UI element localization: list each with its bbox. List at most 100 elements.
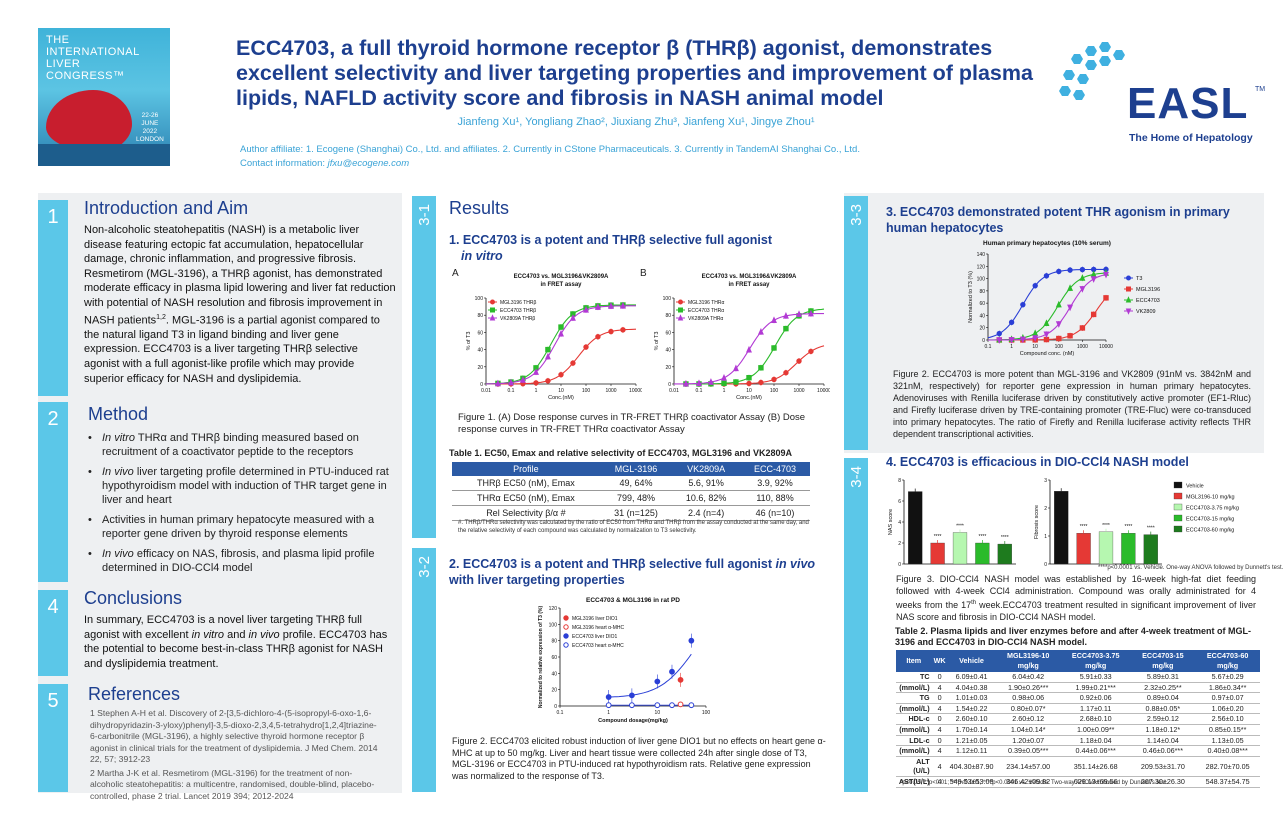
- result-2-title: 2. ECC4703 is a potent and THRβ selectiv…: [449, 556, 829, 588]
- data-point: [1020, 301, 1026, 308]
- y-tick-label: 40: [665, 348, 671, 354]
- chart-title: Human primary hepatocytes (10% serum): [983, 240, 1111, 247]
- series-mgl3196: [988, 294, 1109, 343]
- chart-title: ECC4703 vs. MGL3196&VK2809A: [702, 274, 797, 280]
- table-cell: THRα EC50 (nM), Emax: [452, 490, 600, 506]
- chart-title: ECC4703 vs. MGL3196&VK2809A: [514, 274, 609, 280]
- method-list: In vitro THRα and THRβ binding measured …: [84, 431, 394, 575]
- data-point: [746, 380, 752, 387]
- skyline-illustration: [38, 144, 170, 166]
- easl-tagline: The Home of Hepatology: [1129, 132, 1253, 144]
- hex-icon: [1073, 90, 1085, 100]
- intro-text-a: Non-alcoholic steatohepatitis (NASH) is …: [84, 224, 396, 327]
- rat-pd-chart: ECC4703 & MGL3196 in rat PD 0 20 40 60 80 100 1…: [538, 597, 710, 724]
- section-tab-3-3: 3-3: [844, 196, 868, 450]
- legend-label: ECC4703-3.75 mg/kg: [1186, 506, 1239, 512]
- table-cell: 110, 88%: [740, 490, 810, 506]
- table-cell: 1.18±0.04: [1060, 735, 1131, 747]
- y-tick-label: 20: [979, 326, 985, 332]
- data-point: [605, 694, 612, 700]
- bar: [1143, 534, 1158, 565]
- table-header-cell: WK: [931, 650, 948, 672]
- result-2-title-em: in vivo: [775, 557, 816, 571]
- tab-label: 3-1: [415, 204, 433, 226]
- data-point: [558, 329, 564, 337]
- x-tick-label: 10000: [1099, 344, 1113, 350]
- table-cell: 0.85±0.15**: [1195, 724, 1260, 736]
- table-2-header-row: Item WK Vehicle MGL3196-10 mg/kg ECC4703-3.7…: [896, 650, 1260, 672]
- data-point: [1032, 335, 1039, 342]
- easl-tm: TM: [1255, 86, 1266, 93]
- y-tick-label: 0: [480, 382, 483, 388]
- data-point: [595, 333, 601, 340]
- table-cell: 0.89±0.04: [1130, 692, 1196, 704]
- chart-title: ECC4703 & MGL3196 in rat PD: [586, 597, 680, 604]
- dose-response-chart-thrb: ECC4703 vs. MGL3196&VK2809A in FRET assay…: [466, 274, 642, 401]
- table-header-cell: ECC4703-3.75 mg/kg: [1060, 650, 1131, 672]
- y-tick-label: 8: [898, 478, 901, 484]
- table-cell: 46 (n=10): [740, 505, 810, 521]
- legend-label: MGL3196 heart α-MHC: [572, 625, 624, 631]
- data-point: [758, 379, 764, 386]
- method-item-em: In vitro: [102, 432, 136, 444]
- table-2-title: Table 2. Plasma lipids and liver enzymes…: [895, 626, 1251, 647]
- table-cell: 1.00±0.09**: [1060, 724, 1131, 736]
- table-cell: 1.17±0.11: [1060, 703, 1131, 715]
- result-2-title-tail: with liver targeting properties: [449, 573, 625, 587]
- figure-2-caption: Figure 2. ECC4703 elicited robust induct…: [452, 736, 826, 781]
- reference-1: 1 Stephen A-H et al. Discovery of 2-[3,5…: [90, 708, 378, 764]
- legend-label: MGL3196 THRβ: [500, 300, 537, 306]
- bar: [1076, 533, 1091, 565]
- method-item: Activities in human primary hepatocyte m…: [84, 513, 394, 541]
- table-cell: THRβ EC50 (nM), Emax: [452, 476, 600, 491]
- y-tick-label: 40: [477, 348, 483, 354]
- liver-illustration: [46, 90, 132, 152]
- significance-label: ****: [1080, 524, 1088, 530]
- x-tick-label: 1000: [793, 388, 804, 394]
- data-point: [490, 299, 495, 305]
- data-point: [1032, 329, 1039, 337]
- intro-text: Non-alcoholic steatohepatitis (NASH) is …: [84, 223, 396, 386]
- data-point: [796, 310, 802, 317]
- y-tick-label: 20: [551, 688, 557, 694]
- data-point: [605, 702, 612, 709]
- data-point: [1055, 300, 1062, 308]
- data-point: [569, 314, 576, 321]
- data-point: [746, 345, 752, 353]
- ilc-line2: INTERNATIONAL: [46, 46, 140, 58]
- data-point: [677, 701, 684, 708]
- x-tick-label: 0.1: [985, 344, 992, 350]
- method-item: In vivo efficacy on NAS, fibrosis, and p…: [84, 547, 394, 575]
- table-header-cell: Item: [896, 650, 932, 672]
- data-point: [619, 301, 626, 309]
- ilc-month: JUNE: [141, 120, 159, 127]
- x-tick-label: 0.01: [481, 388, 491, 394]
- x-axis-label: Conc.(nM): [548, 395, 574, 401]
- table-cell: 549.53±53.08: [947, 776, 996, 788]
- y-tick-label: 80: [477, 313, 483, 319]
- data-point: [733, 379, 739, 385]
- table-cell: (mmol/L): [896, 682, 932, 694]
- table-header-cell: ECC4703-15 mg/kg: [1130, 650, 1196, 672]
- method-section: Method In vitro THRα and THRβ binding me…: [84, 404, 394, 581]
- table-cell: 0: [931, 735, 948, 747]
- table-cell: 5.6, 91%: [672, 476, 741, 491]
- y-tick-label: 100: [549, 622, 558, 628]
- bar: [975, 542, 990, 565]
- data-point: [1008, 337, 1015, 344]
- data-point: [489, 314, 496, 321]
- table-cell: 0: [931, 713, 948, 725]
- y-tick-label: 0: [898, 562, 901, 568]
- legend-label: ECC4703 THRβ: [500, 308, 536, 314]
- right-column-top: [844, 193, 1264, 453]
- legend-label: ECC4703-60 mg/kg: [1186, 528, 1234, 534]
- table-cell: 4: [931, 682, 948, 694]
- method-item: In vitro THRα and THRβ binding measured …: [84, 431, 394, 459]
- data-point: [545, 346, 551, 353]
- hepatocyte-chart: Human primary hepatocytes (10% serum) 0 20…: [968, 240, 1160, 357]
- significance-label: ****: [956, 524, 964, 530]
- figure-1b: B ECC4703 vs. MGL3196&VK2809A in FRET ass…: [640, 268, 830, 408]
- result-1-title-text: 1. ECC4703 is a potent and THRβ selectiv…: [449, 233, 772, 247]
- table-cell: 2.59±0.12: [1130, 713, 1196, 725]
- table-cell: HDL-c: [896, 713, 932, 725]
